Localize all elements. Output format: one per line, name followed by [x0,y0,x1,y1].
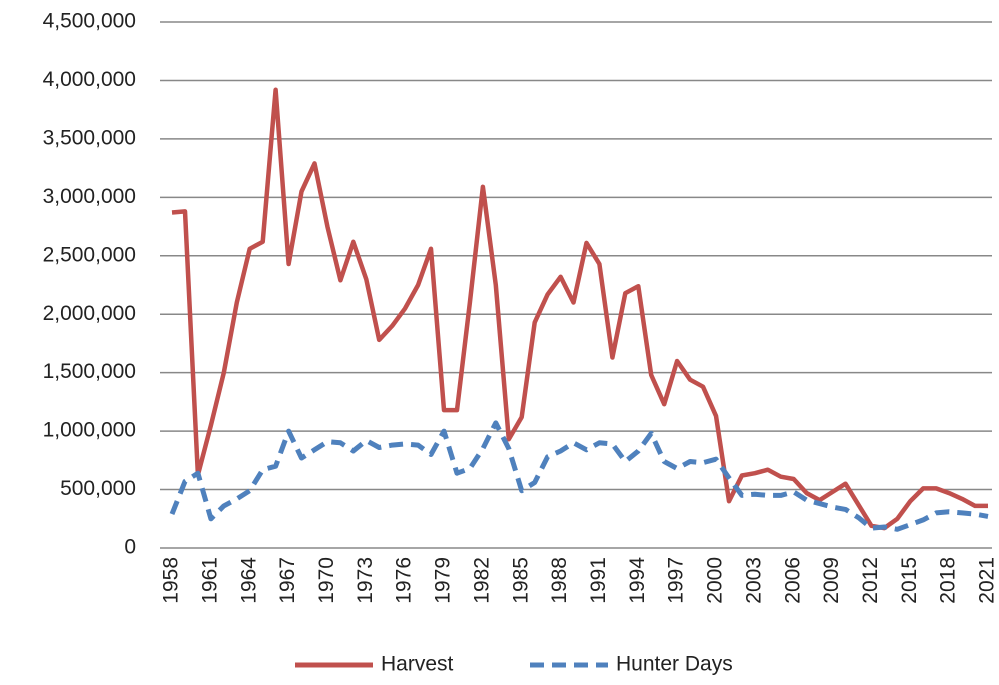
x-tick-label: 1970 [315,557,338,604]
series-line [171,87,988,531]
x-tick-label: 1973 [354,557,377,604]
y-tick-label: 2,000,000 [43,302,136,325]
x-tick-label: 1997 [665,557,688,604]
y-tick-label: 0 [124,536,136,559]
x-tick-label: 1985 [509,557,532,604]
x-tick-label: 2009 [820,557,843,604]
x-tick-label: 2000 [704,557,727,604]
x-tick-label: 1964 [237,557,260,604]
x-tick-label: 2018 [937,557,960,604]
x-tick-label: 2012 [859,557,882,604]
y-tick-label: 4,500,000 [43,10,136,33]
y-tick-label: 1,000,000 [43,419,136,442]
series-line [169,420,989,532]
x-tick-label: 1961 [198,557,221,604]
x-tick-label: 1991 [587,557,610,604]
y-tick-label: 3,000,000 [43,185,136,208]
x-tick-label: 2003 [742,557,765,604]
x-tick-label: 1958 [160,557,183,604]
legend-label: Harvest [381,653,454,676]
x-tick-label: 1982 [470,557,493,604]
x-tick-label: 1979 [432,557,455,604]
x-tick-label: 1976 [393,557,416,604]
y-tick-label: 1,500,000 [43,360,136,383]
x-tick-label: 2006 [781,557,804,604]
x-tick-label: 1994 [626,557,649,604]
y-tick-label: 2,500,000 [43,243,136,266]
y-tick-label: 4,000,000 [43,68,136,91]
y-tick-label: 3,500,000 [43,126,136,149]
x-tick-label: 1967 [276,557,299,604]
legend-label: Hunter Days [616,653,733,676]
x-tick-label: 1988 [548,557,571,604]
y-tick-label: 500,000 [60,477,136,500]
x-tick-label: 2021 [976,557,999,604]
x-tick-label: 2015 [898,557,921,604]
